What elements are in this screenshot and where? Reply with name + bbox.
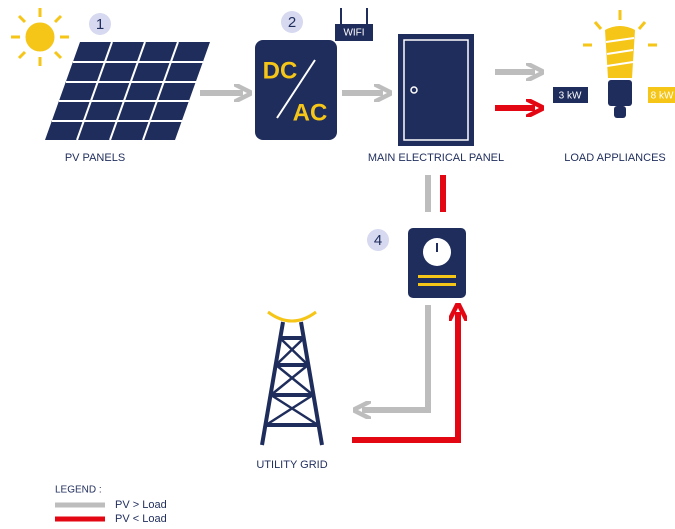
badge — [89, 13, 111, 35]
bulb — [583, 10, 657, 118]
panel-door — [403, 39, 469, 141]
inverter-ac: AC — [293, 99, 328, 126]
node-label: LOAD APPLIANCES — [564, 152, 666, 164]
wifi-label: WIFI — [343, 28, 364, 39]
power-low: 3 kW — [559, 91, 582, 102]
node-label: PV PANELS — [65, 152, 125, 164]
sun — [11, 8, 69, 66]
power-box — [648, 87, 675, 103]
wifi-router — [340, 8, 368, 24]
badge — [281, 11, 303, 33]
divider — [276, 59, 316, 119]
node-label: MAIN ELECTRICAL PANEL — [368, 152, 504, 164]
inverter-dc: DC — [263, 57, 298, 84]
arrow-to-grid — [362, 305, 431, 410]
tower — [260, 310, 324, 446]
badge — [367, 229, 389, 251]
solar-panel — [45, 41, 210, 141]
meter-bar — [418, 275, 456, 278]
badge-number: 4 — [374, 232, 382, 249]
arrow-from-grid — [352, 312, 458, 443]
electrical-panel — [398, 34, 474, 146]
legend-item: PV > Load — [115, 499, 167, 511]
node-label: UTILITY GRID — [256, 459, 327, 471]
meter-bar — [418, 283, 456, 286]
power-high: 8 kW — [651, 91, 674, 102]
panel-knob — [410, 86, 418, 94]
wifi-box — [335, 24, 373, 41]
power-box — [553, 87, 588, 103]
badge-number: 1 — [96, 16, 104, 33]
legend-title: LEGEND : — [55, 485, 102, 496]
badge-number: 2 — [288, 14, 296, 31]
legend-item: PV < Load — [115, 513, 167, 525]
